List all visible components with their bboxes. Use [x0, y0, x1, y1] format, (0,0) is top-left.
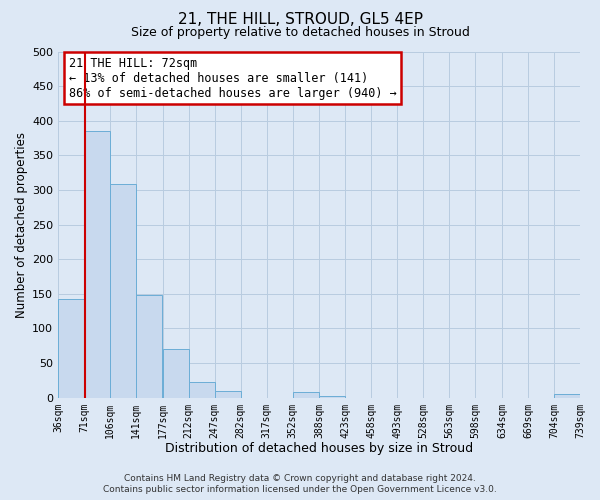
Bar [58, 298, 84, 398]
Bar [84, 131, 110, 398]
Bar [215, 391, 241, 398]
Y-axis label: Number of detached properties: Number of detached properties [15, 132, 28, 318]
Bar [110, 184, 136, 398]
Text: Size of property relative to detached houses in Stroud: Size of property relative to detached ho… [131, 26, 469, 39]
Bar [293, 392, 319, 398]
Bar [319, 396, 346, 398]
Bar [136, 294, 162, 398]
X-axis label: Distribution of detached houses by size in Stroud: Distribution of detached houses by size … [165, 442, 473, 455]
Text: 21 THE HILL: 72sqm
← 13% of detached houses are smaller (141)
86% of semi-detach: 21 THE HILL: 72sqm ← 13% of detached hou… [68, 56, 397, 100]
Bar [189, 382, 215, 398]
Bar [554, 394, 580, 398]
Bar [163, 350, 189, 398]
Text: 21, THE HILL, STROUD, GL5 4EP: 21, THE HILL, STROUD, GL5 4EP [178, 12, 422, 28]
Text: Contains HM Land Registry data © Crown copyright and database right 2024.
Contai: Contains HM Land Registry data © Crown c… [103, 474, 497, 494]
